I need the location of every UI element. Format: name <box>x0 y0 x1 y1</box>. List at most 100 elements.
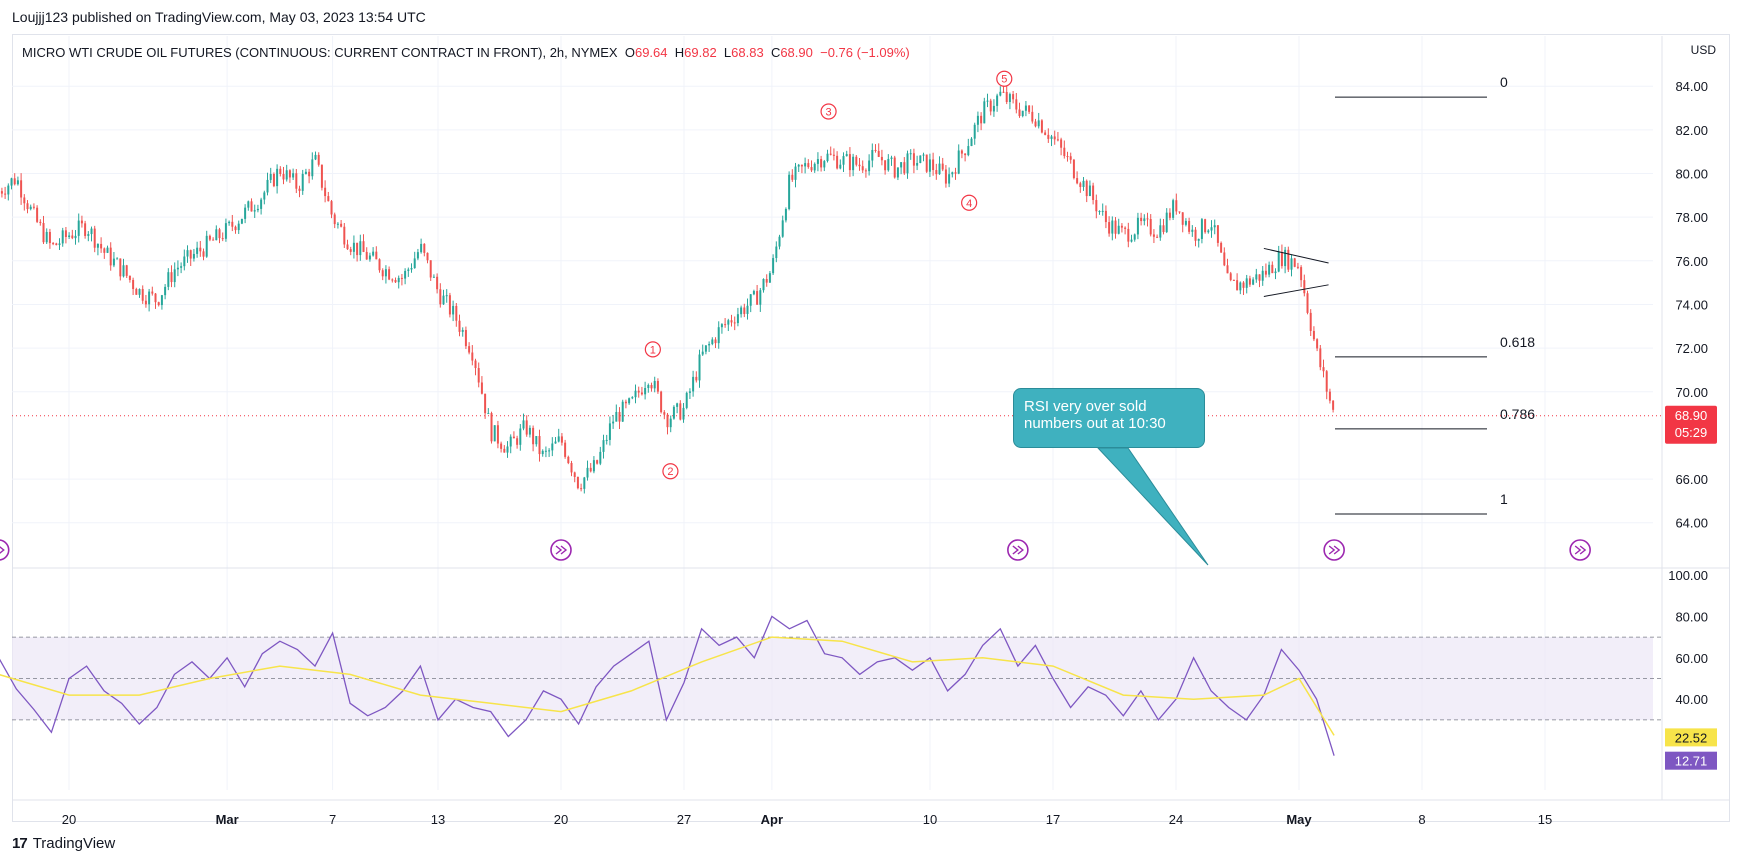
candle-body <box>506 446 509 453</box>
candle-body <box>368 255 371 260</box>
candle-body <box>375 251 378 260</box>
candle-body <box>1197 238 1200 241</box>
candle-body <box>596 460 599 464</box>
candle-body <box>644 388 647 395</box>
candle-body <box>340 223 343 227</box>
candle-body <box>624 401 627 404</box>
candle-body <box>1095 200 1098 212</box>
rsi-axis-label: 100.00 <box>1668 568 1708 583</box>
candle-body <box>343 226 346 245</box>
candle-body <box>276 168 279 187</box>
candle-body <box>676 403 679 407</box>
candle-body <box>416 252 419 259</box>
callout-line-2: numbers out at 10:30 <box>1024 415 1166 432</box>
candle-body <box>1175 200 1178 212</box>
candle-body <box>356 242 359 256</box>
candle-body <box>1034 121 1037 127</box>
candle-body <box>330 201 333 215</box>
open-label: O <box>624 45 635 60</box>
candle-body <box>183 256 186 267</box>
candle-body <box>420 243 423 253</box>
candle-body <box>903 162 906 174</box>
candle-body <box>672 406 675 419</box>
candle-body <box>1101 210 1104 212</box>
candle-body <box>80 220 83 224</box>
candle-body <box>160 295 163 306</box>
candle-body <box>810 167 813 171</box>
candle-body <box>1159 225 1162 238</box>
candle-body <box>1053 136 1056 140</box>
candle-body <box>631 397 634 399</box>
candle-body <box>807 163 810 168</box>
candle-body <box>1143 218 1146 222</box>
candle-body <box>468 346 471 353</box>
candle-body <box>935 170 938 175</box>
candle-body <box>112 258 115 266</box>
rsi-ma-value: 22.52 <box>1675 730 1708 745</box>
footer-branding: 17 TradingView <box>12 835 115 852</box>
last-price-text: 68.90 <box>1675 408 1708 423</box>
candle-body <box>932 159 935 171</box>
candle-body <box>1188 220 1191 232</box>
wave-label-number: 1 <box>650 344 656 356</box>
candle-body <box>1319 348 1322 368</box>
candle-body <box>820 159 823 168</box>
event-arrow-glyph <box>0 546 5 554</box>
candle-body <box>512 436 515 439</box>
candle-body <box>1312 330 1315 340</box>
candle-body <box>464 329 467 347</box>
candle-body <box>61 230 64 244</box>
candle-body <box>1044 132 1047 135</box>
candle-body <box>500 443 503 449</box>
candle-body <box>532 427 535 445</box>
price-axis-label: 76.00 <box>1675 254 1708 269</box>
candle-body <box>621 401 624 422</box>
candle-body <box>135 288 138 295</box>
candle-body <box>1322 367 1325 372</box>
candle-body <box>1136 217 1139 235</box>
candle-body <box>1120 225 1123 228</box>
candle-body <box>477 368 480 383</box>
candle-body <box>669 418 672 428</box>
candle-body <box>279 168 282 174</box>
time-axis: 20 Mar 7 13 20 27 Apr 10 17 24 May 8 15 <box>62 812 1552 827</box>
candle-body <box>618 411 621 422</box>
time-axis-label: 7 <box>329 812 336 827</box>
candle-body <box>612 421 615 424</box>
candle-body <box>1252 279 1255 285</box>
rsi-callout-note[interactable]: RSI very over sold numbers out at 10:30 <box>1013 388 1205 448</box>
candle-body <box>736 314 739 324</box>
candle-body <box>1280 252 1283 267</box>
candle-body <box>250 201 253 212</box>
candle-body <box>429 260 432 278</box>
candle-body <box>887 158 890 171</box>
candle-body <box>362 241 365 252</box>
candle-body <box>554 441 557 444</box>
candle-body <box>1076 178 1079 184</box>
candle-body <box>0 191 3 194</box>
candle-body <box>1271 264 1274 274</box>
candle-body <box>791 174 794 180</box>
candle-body <box>1088 185 1091 197</box>
rsi-axis-label: 60.00 <box>1675 651 1708 666</box>
candle-body <box>439 289 442 305</box>
candle-body <box>528 427 531 435</box>
candle-body <box>96 243 99 248</box>
candle-body <box>836 155 839 169</box>
candle-body <box>628 398 631 404</box>
candle-body <box>538 436 541 455</box>
candle-body <box>829 153 832 155</box>
candle-body <box>292 173 295 178</box>
triangle-trendline <box>1263 247 1329 264</box>
candle-body <box>202 251 205 257</box>
candle-body <box>189 250 192 259</box>
candle-body <box>1005 91 1008 103</box>
candle-body <box>615 411 618 422</box>
candle-body <box>858 164 861 167</box>
candle-body <box>461 329 464 332</box>
candle-body <box>928 159 931 172</box>
candle-body <box>583 477 586 489</box>
candle-body <box>884 160 887 171</box>
candle-body <box>263 192 266 200</box>
